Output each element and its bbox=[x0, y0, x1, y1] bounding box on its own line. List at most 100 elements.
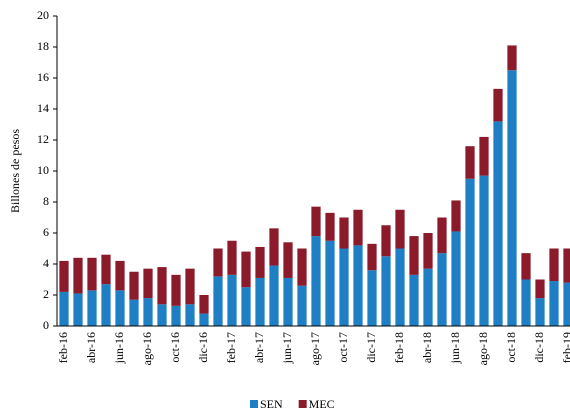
bar-segment bbox=[437, 217, 447, 254]
bar-segment bbox=[199, 295, 209, 314]
bar-segment bbox=[451, 200, 461, 232]
x-tick-label: ago-16 bbox=[140, 332, 154, 365]
bar-segment bbox=[507, 45, 517, 71]
y-tick-label: 10 bbox=[37, 163, 49, 177]
bar-segment bbox=[227, 240, 237, 275]
x-tick-label: jun-17 bbox=[280, 332, 294, 364]
bar-segment bbox=[213, 248, 223, 277]
bar-segment bbox=[325, 212, 335, 241]
x-tick-label: ago-17 bbox=[308, 332, 322, 365]
bar-segment bbox=[493, 121, 503, 327]
legend-swatch bbox=[250, 400, 258, 408]
bar-segment bbox=[367, 270, 377, 326]
bar-segment bbox=[269, 228, 279, 266]
bar-segment bbox=[171, 274, 181, 306]
bar-segment bbox=[325, 240, 335, 326]
bar-segment bbox=[395, 248, 405, 326]
x-tick-label: jun-18 bbox=[448, 332, 462, 364]
bar-segment bbox=[101, 254, 111, 285]
x-tick-label: abr-17 bbox=[252, 332, 266, 363]
bar-segment bbox=[339, 217, 349, 249]
bar-segment bbox=[269, 265, 279, 326]
x-tick-label: feb-16 bbox=[56, 332, 70, 363]
y-tick-label: 2 bbox=[43, 287, 49, 301]
y-axis-title: Billones de pesos bbox=[8, 129, 22, 213]
y-tick-label: 0 bbox=[43, 318, 49, 332]
bar-segment bbox=[521, 253, 531, 280]
legend-swatch bbox=[298, 400, 307, 408]
y-tick-label: 4 bbox=[43, 256, 49, 270]
bar-segment bbox=[255, 246, 265, 278]
bar-segment bbox=[129, 299, 139, 326]
bar-segment bbox=[73, 293, 83, 326]
bar-segment bbox=[227, 274, 237, 326]
bar-segment bbox=[507, 70, 517, 326]
bar-segment bbox=[521, 279, 531, 326]
bar-segment bbox=[87, 257, 97, 291]
y-tick-label: 6 bbox=[43, 225, 49, 239]
bar-segment bbox=[493, 88, 503, 122]
bar-segment bbox=[465, 146, 475, 179]
y-tick-label: 12 bbox=[37, 132, 49, 146]
bar-segment bbox=[563, 282, 570, 326]
bar-segment bbox=[255, 277, 265, 326]
bar-segment bbox=[101, 284, 111, 326]
bar-segment bbox=[549, 248, 559, 282]
y-tick-label: 18 bbox=[37, 39, 49, 53]
bar-segment bbox=[479, 175, 489, 326]
bar-segment bbox=[297, 285, 307, 326]
x-tick-label: dic-16 bbox=[196, 332, 210, 363]
bar-segment bbox=[283, 242, 293, 278]
bar-segment bbox=[129, 271, 139, 300]
bar-segment bbox=[535, 298, 545, 326]
bar-segment bbox=[297, 248, 307, 286]
x-tick-label: dic-17 bbox=[364, 332, 378, 363]
legend-label: MEC bbox=[309, 397, 335, 411]
bar-segment bbox=[423, 233, 433, 269]
x-tick-label: oct-17 bbox=[336, 332, 350, 363]
x-tick-label: jun-16 bbox=[112, 332, 126, 364]
bar-segment bbox=[563, 248, 570, 283]
bar-segment bbox=[283, 277, 293, 326]
bar-segment bbox=[115, 290, 125, 326]
y-tick-label: 20 bbox=[37, 8, 49, 22]
bar-segment bbox=[367, 243, 377, 271]
bar-segment bbox=[241, 251, 251, 288]
bar-segment bbox=[409, 236, 419, 275]
legend-label: SEN bbox=[260, 397, 283, 411]
bar-segment bbox=[87, 290, 97, 326]
bar-segment bbox=[143, 268, 153, 299]
x-tick-label: feb-18 bbox=[392, 332, 406, 363]
bar-segment bbox=[479, 136, 489, 176]
bar-segment bbox=[451, 231, 461, 326]
bar-segment bbox=[423, 268, 433, 326]
x-tick-label: ago-18 bbox=[476, 332, 490, 365]
bar-segment bbox=[353, 209, 363, 246]
y-tick-label: 14 bbox=[37, 101, 49, 115]
bar-segment bbox=[73, 257, 83, 294]
bar-segment bbox=[115, 260, 125, 291]
bar-segment bbox=[353, 245, 363, 326]
x-tick-label: feb-19 bbox=[560, 332, 570, 363]
x-tick-label: oct-18 bbox=[504, 332, 518, 363]
bar-segment bbox=[395, 209, 405, 249]
bar-segment bbox=[549, 281, 559, 326]
bar-segment bbox=[157, 267, 167, 305]
bar-segment bbox=[381, 225, 391, 257]
x-tick-label: feb-17 bbox=[224, 332, 238, 363]
bar-segment bbox=[339, 248, 349, 326]
bar-segment bbox=[437, 253, 447, 326]
bar-segment bbox=[241, 287, 251, 326]
x-tick-label: oct-16 bbox=[168, 332, 182, 363]
bar-segment bbox=[143, 298, 153, 326]
bar-segment bbox=[409, 274, 419, 326]
y-tick-label: 16 bbox=[37, 70, 49, 84]
bar-segment bbox=[59, 260, 69, 292]
bar-segment bbox=[59, 291, 69, 326]
bar-segment bbox=[311, 206, 321, 237]
bar-segment bbox=[213, 276, 223, 326]
x-tick-label: abr-18 bbox=[420, 332, 434, 363]
x-tick-label: abr-16 bbox=[84, 332, 98, 363]
bar-segment bbox=[185, 304, 195, 326]
